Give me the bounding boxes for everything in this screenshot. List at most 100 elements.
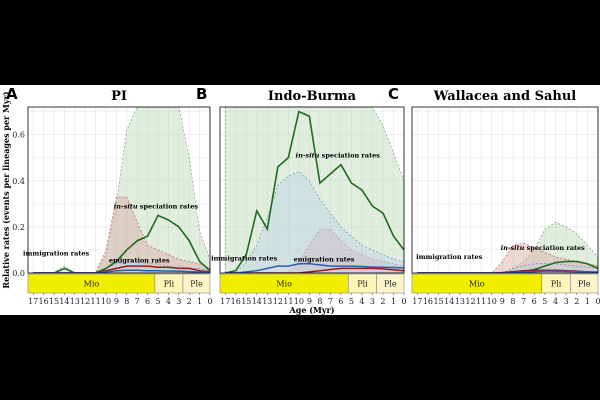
x-tick-label: 7 <box>135 297 140 306</box>
x-tick-label: 6 <box>338 297 343 306</box>
x-tick-label: 6 <box>532 297 537 306</box>
plot-series <box>33 107 210 273</box>
panel-letter: C <box>388 85 399 103</box>
x-tick-label: 10 <box>487 297 497 306</box>
annotation-label: in-situ speciation rates <box>114 202 199 210</box>
annotation-label: in-situ speciation rates <box>296 152 381 160</box>
annotation-label: immigration rates <box>23 250 89 258</box>
x-tick-label: 8 <box>510 297 515 306</box>
epoch-label: Pli <box>551 280 562 289</box>
annotation-label: in-situ speciation rates <box>501 244 586 252</box>
plot-border <box>411 106 599 274</box>
plot-series <box>224 107 404 273</box>
x-tick-label: 5 <box>542 297 547 306</box>
epoch-block-ple <box>570 273 599 294</box>
x-tick-label: 1 <box>585 297 590 306</box>
x-tick-label: 0 <box>207 297 212 306</box>
annotation-label: emigration rates <box>294 255 355 263</box>
panel-b: in-situ speciation rates immigration rate… <box>196 85 407 306</box>
x-tick-label: 10 <box>101 297 111 306</box>
x-tick-label: 3 <box>564 297 569 306</box>
x-tick-label: 14 <box>252 297 262 306</box>
epoch-label: Ple <box>578 280 591 289</box>
epoch-label: Ple <box>190 280 203 289</box>
x-tick-label: 16 <box>423 297 433 306</box>
emigration-confidence-band <box>33 196 210 273</box>
x-tick-label: 12 <box>273 297 283 306</box>
panel-title: Wallacea and Sahul <box>433 89 577 104</box>
epoch-label: Pli <box>164 280 175 289</box>
x-tick-label: 17 <box>28 297 38 306</box>
immigration-rate-line <box>33 269 210 273</box>
x-tick-label: 4 <box>359 297 364 306</box>
x-tick-label: 9 <box>307 297 312 306</box>
speciation-confidence-band <box>224 107 404 273</box>
panel-a: 0.0 0.2 0.4 0.6 in-situ speciation rates immi… <box>6 85 213 306</box>
x-tick-label: 13 <box>455 297 465 306</box>
x-tick-label: 7 <box>328 297 333 306</box>
x-tick-label: 8 <box>124 297 129 306</box>
y-tick-label: 0.2 <box>12 223 25 232</box>
epoch-label: Mio <box>84 280 100 289</box>
x-tick-label: 13 <box>70 297 80 306</box>
panel-title: PI <box>111 89 127 104</box>
x-tick-label: 17 <box>412 297 422 306</box>
y-tick-label: 0.0 <box>12 269 25 278</box>
x-tick-label: 5 <box>349 297 354 306</box>
epoch-label: Mio <box>469 280 485 289</box>
epoch-label: Mio <box>276 280 292 289</box>
epoch-block-ple <box>182 273 211 294</box>
x-tick-label: 3 <box>176 297 181 306</box>
x-tick-label: 1 <box>197 297 202 306</box>
annotation-label: emigration rates <box>109 257 170 265</box>
speciation-confidence-band <box>417 221 598 273</box>
x-tick-label: 14 <box>59 297 69 306</box>
epoch-label: Pli <box>357 280 368 289</box>
x-tick-label: 11 <box>283 297 293 306</box>
x-tick-label: 4 <box>553 297 558 306</box>
immigration-confidence-band <box>225 171 404 273</box>
y-tick-label: 0.4 <box>12 177 25 186</box>
panel-title: Indo-Burma <box>268 89 357 104</box>
chart-figure: Relative rates (events per lineages per … <box>1 85 600 315</box>
x-tick-label: 13 <box>262 297 272 306</box>
x-tick-label: 14 <box>444 297 454 306</box>
x-tick-label: 11 <box>91 297 101 306</box>
x-tick-label: 0 <box>595 297 600 306</box>
x-tick-label: 9 <box>500 297 505 306</box>
x-tick-label: 7 <box>521 297 526 306</box>
x-tick-label: 1 <box>391 297 396 306</box>
figure: Relative rates (events per lineages per … <box>0 85 600 315</box>
x-tick-label: 15 <box>241 297 251 306</box>
speciation-rate-line <box>225 110 404 273</box>
x-tick-label: 2 <box>574 297 579 306</box>
speciation-confidence-band <box>33 107 210 273</box>
x-tick-label: 4 <box>166 297 171 306</box>
x-tick-label: 12 <box>80 297 90 306</box>
x-tick-label: 15 <box>433 297 443 306</box>
x-tick-label: 5 <box>155 297 160 306</box>
x-tick-label: 9 <box>114 297 119 306</box>
x-tick-label: 16 <box>231 297 241 306</box>
panel-c: immigration rates in-situ speciation rate… <box>388 85 600 306</box>
epoch-label: Ple <box>384 280 397 289</box>
x-tick-label: 16 <box>39 297 49 306</box>
emigration-rate-line <box>225 267 404 273</box>
x-tick-label: 3 <box>370 297 375 306</box>
panel-letter: A <box>6 85 18 103</box>
emigration-confidence-band <box>225 228 404 273</box>
panel-letter: B <box>196 85 207 103</box>
epoch-block-ple <box>376 273 405 294</box>
speciation-rate-line <box>33 214 210 273</box>
plot-border <box>219 106 405 274</box>
x-tick-label: 12 <box>465 297 475 306</box>
x-tick-label: 0 <box>401 297 406 306</box>
x-tick-label: 10 <box>294 297 304 306</box>
x-axis-label: Age (Myr) <box>289 305 335 315</box>
x-tick-label: 15 <box>49 297 59 306</box>
plot-border <box>27 106 211 274</box>
annotation-label: immigration rates <box>211 254 277 262</box>
x-tick-label: 2 <box>187 297 192 306</box>
annotation-label: immigration rates <box>416 253 482 261</box>
emigration-rate-line <box>33 265 210 273</box>
